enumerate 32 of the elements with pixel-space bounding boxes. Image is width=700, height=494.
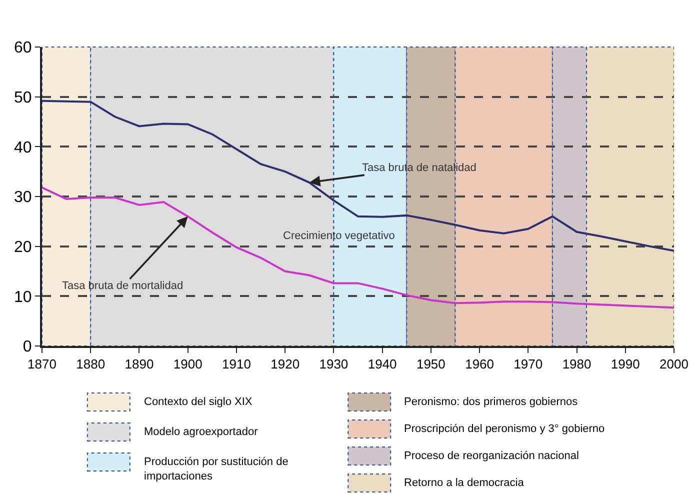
y-tick-label: 10 [14,288,32,306]
x-tick-label: 1990 [610,356,640,372]
x-tick-label: 1930 [319,356,348,372]
x-tick-label: 1900 [173,356,202,372]
legend-label: Retorno a la democracia [404,477,525,489]
x-tick-label: 1870 [28,356,56,372]
annotation: Tasa bruta de mortalidad [62,280,184,292]
y-tick-label: 50 [14,89,32,106]
legend-label: Modelo agroexportador [144,426,258,438]
y-tick-label: 60 [14,40,32,57]
legend-label: Contexto del siglo XIX [144,396,253,408]
x-tick-label: 1970 [514,356,543,372]
legend-label: Producción por sustitución de importaciones [144,456,288,482]
x-tick-label: 1940 [368,356,397,372]
y-tick-label: 20 [14,238,32,256]
y-tick-label: 40 [14,139,32,156]
x-tick-label: 1950 [416,356,446,372]
x-tick-label: 1910 [222,356,251,372]
legend-label: Proceso de reorganización nacional [404,450,579,462]
legend-label: Peronismo: dos primeros gobiernos [404,396,578,408]
x-tick-label: 2000 [660,356,688,372]
x-tick-label: 1980 [562,356,592,372]
x-tick-label: 1960 [465,356,494,372]
x-tick-label: 1880 [76,356,106,372]
line-series [42,186,674,309]
annotation: Crecimiento vegetativo [283,230,395,242]
line-series [42,100,674,252]
legend-label: Proscripción del peronismo y 3° gobierno [404,423,605,435]
y-tick-label: 0 [22,338,32,356]
x-tick-label: 1890 [124,356,154,372]
x-tick-label: 1920 [270,356,300,372]
y-tick-label: 30 [14,189,32,206]
